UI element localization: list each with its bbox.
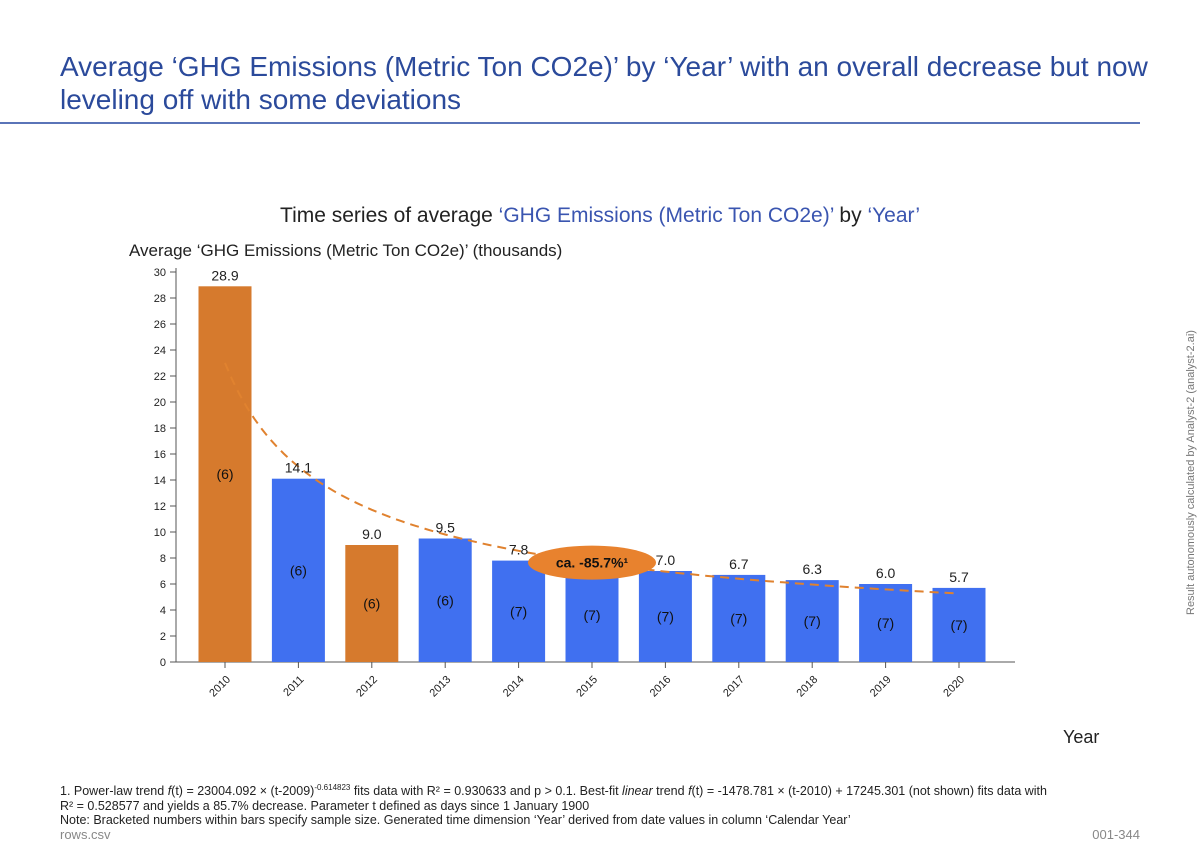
x-tick-label: 2019 (868, 674, 894, 700)
y-tick-label: 24 (154, 345, 166, 357)
y-tick-label: 30 (154, 267, 166, 279)
sample-size-label: (7) (583, 607, 600, 623)
y-tick-label: 10 (154, 527, 166, 539)
y-tick-label: 28 (154, 293, 166, 305)
value-label: 5.7 (949, 569, 969, 585)
bar-2019 (859, 584, 913, 662)
page-title: Average ‘GHG Emissions (Metric Ton CO2e)… (60, 51, 1148, 115)
bar-2020 (932, 587, 986, 662)
bar-2018 (785, 580, 839, 662)
value-label: 6.7 (729, 556, 749, 572)
chart-title-prefix: Time series of average (280, 204, 499, 227)
y-tick-label: 14 (154, 475, 166, 487)
y-tick-label: 16 (154, 449, 166, 461)
sample-size-label: (6) (216, 466, 233, 482)
bar-2010 (198, 286, 252, 662)
value-label: 9.0 (362, 526, 382, 542)
y-tick-label: 2 (160, 631, 166, 643)
y-tick-label: 0 (160, 657, 166, 669)
x-tick-label: 2016 (648, 674, 674, 700)
x-tick-label: 2020 (941, 674, 967, 700)
sample-size-label: (7) (877, 615, 894, 631)
value-label: 14.1 (285, 460, 312, 476)
chart-title-dim: ‘Year’ (867, 204, 920, 227)
source-file: rows.csv (60, 827, 111, 842)
sample-size-label: (6) (363, 596, 380, 612)
sample-size-label: (7) (510, 603, 527, 619)
x-tick-label: 2015 (574, 674, 600, 700)
chart-title-by: by (834, 204, 868, 227)
x-tick-label: 2018 (795, 674, 821, 700)
footnote-1: 1. Power-law trend f(t) = 23004.092 × (t… (60, 783, 1047, 799)
bar-2011 (271, 478, 325, 662)
footnote-note: Note: Bracketed numbers within bars spec… (60, 813, 851, 828)
value-label: 6.3 (802, 561, 822, 577)
sample-size-label: (7) (657, 609, 674, 625)
x-tick-label: 2012 (354, 674, 380, 700)
chart-title-metric: ‘GHG Emissions (Metric Ton CO2e)’ (499, 204, 834, 227)
bar-2013 (418, 538, 472, 662)
page-id: 001-344 (1092, 827, 1140, 842)
sample-size-label: (7) (950, 617, 967, 633)
y-tick-label: 4 (160, 605, 166, 617)
y-tick-label: 22 (154, 371, 166, 383)
y-tick-label: 8 (160, 553, 166, 565)
trend-callout-label: ca. -85.7%¹ (556, 555, 629, 571)
value-label: 28.9 (211, 267, 238, 283)
chart-title: Time series of average ‘GHG Emissions (M… (280, 204, 920, 227)
value-label: 9.5 (435, 520, 455, 536)
x-tick-label: 2013 (428, 674, 454, 700)
bar-2017 (712, 574, 766, 662)
y-tick-label: 26 (154, 319, 166, 331)
sample-size-label: (7) (730, 610, 747, 626)
y-tick-label: 20 (154, 397, 166, 409)
title-divider (0, 122, 1140, 124)
x-tick-label: 2017 (721, 674, 747, 700)
bars (198, 286, 986, 662)
y-tick-label: 18 (154, 423, 166, 435)
chart: Time series of average ‘GHG Emissions (M… (129, 204, 1099, 747)
trend: ca. -85.7%¹ (224, 362, 960, 595)
value-label: 6.0 (876, 565, 896, 581)
bar-2016 (638, 571, 692, 662)
bar-2012 (345, 545, 399, 662)
x-tick-label: 2014 (501, 674, 527, 700)
value-label: 7.8 (509, 542, 529, 558)
x-tick-label: 2010 (207, 674, 233, 700)
bar-2014 (492, 560, 546, 662)
x-axis-title: Year (1063, 727, 1099, 747)
value-label: 7.0 (656, 552, 676, 568)
attribution-note: Result autonomously calculated by Analys… (1185, 330, 1197, 615)
y-tick-label: 6 (160, 579, 166, 591)
bar-2015 (565, 568, 619, 662)
x-axis: 2010 2011 2012 2013 2014 2015 2016 2017 2018 2019… (176, 661, 1015, 700)
footnotes: 1. Power-law trend f(t) = 23004.092 × (t… (60, 781, 1140, 828)
sample-size-label: (6) (290, 562, 307, 578)
y-tick-label: 12 (154, 501, 166, 513)
trend-callout (528, 545, 656, 580)
labels: 28.9 (6) 14.1 (6) 9.0 (6) 9.5 (6) 7.8 (7) (7) 7.0 (7… (211, 267, 969, 633)
y-axis-title: Average ‘GHG Emissions (Metric Ton CO2e)… (129, 241, 562, 260)
x-tick-label: 2011 (281, 674, 306, 699)
footnote-2: R² = 0.528577 and yields a 85.7% decreas… (60, 798, 590, 813)
sample-size-label: (6) (437, 592, 454, 608)
sample-size-label: (7) (804, 613, 821, 629)
